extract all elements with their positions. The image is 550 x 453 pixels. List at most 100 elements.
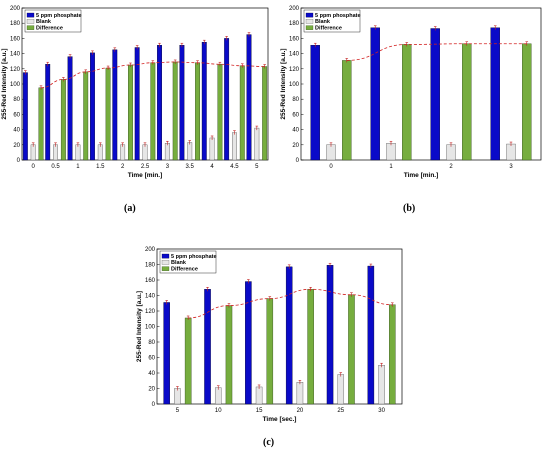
- bar-blank: [506, 143, 516, 161]
- bar-difference: [239, 65, 245, 161]
- bar-difference: [83, 71, 89, 161]
- y-tick-label: 80: [13, 97, 20, 103]
- bar-difference: [342, 60, 352, 161]
- bar-blank: [75, 144, 81, 161]
- bar-blank: [164, 143, 170, 161]
- bar-blank: [378, 365, 385, 405]
- bar-blank: [296, 382, 304, 405]
- bar-phosphate: [45, 64, 51, 161]
- bar-blank: [255, 386, 263, 405]
- y-tick-label: 20: [13, 143, 20, 149]
- bar-blank: [53, 144, 58, 161]
- bar-difference: [225, 305, 233, 405]
- y-tick-label: 100: [289, 82, 300, 88]
- legend-entry: 5 ppm phosphate: [171, 254, 217, 260]
- bar-difference: [348, 294, 355, 405]
- x-tick-label: 20: [297, 408, 304, 414]
- x-tick-label: 2: [121, 164, 125, 170]
- bar-difference: [217, 64, 223, 161]
- legend-swatch: [305, 19, 314, 24]
- bar-difference: [262, 66, 268, 161]
- legend-box: [303, 9, 361, 33]
- bar-blank: [97, 144, 103, 161]
- bar-blank: [120, 144, 126, 161]
- bar-blank: [187, 142, 193, 161]
- bar-difference: [307, 289, 314, 405]
- bar-phosphate: [204, 289, 211, 405]
- y-tick-label: 20: [292, 143, 299, 149]
- legend-box: [159, 250, 217, 274]
- bar-difference: [172, 61, 178, 161]
- bar-blank: [232, 132, 237, 161]
- bar-difference: [266, 298, 274, 405]
- legend-entry: 5 ppm phosphate: [315, 13, 361, 19]
- y-tick-label: 20: [148, 387, 155, 393]
- caption-c: (c): [263, 437, 275, 448]
- y-tick-label: 160: [10, 36, 21, 42]
- x-tick-label: 3: [509, 164, 513, 170]
- legend-swatch: [26, 25, 35, 30]
- bar-blank: [214, 387, 222, 405]
- y-tick-label: 0: [152, 402, 156, 408]
- bar-difference: [195, 62, 200, 161]
- y-axis-label: 255-Red Intensity [a.u.]: [136, 291, 143, 362]
- legend-box: [24, 9, 82, 33]
- x-tick-label: 4.5: [230, 164, 239, 170]
- x-tick-label: 1: [76, 164, 80, 170]
- legend-swatch: [161, 266, 170, 271]
- y-tick-label: 0: [296, 158, 300, 164]
- y-tick-label: 40: [148, 371, 155, 377]
- x-axis-label: Time [sec.]: [263, 416, 297, 423]
- y-tick-label: 200: [10, 6, 21, 12]
- y-tick-label: 180: [10, 21, 21, 27]
- legend-swatch: [161, 253, 170, 259]
- legend-entry: Difference: [315, 25, 342, 31]
- y-tick-label: 80: [292, 97, 299, 103]
- x-tick-label: 3: [166, 164, 170, 170]
- x-tick-label: 0: [329, 164, 333, 170]
- bar-blank: [30, 144, 36, 161]
- bar-blank: [254, 127, 260, 161]
- y-axis-label: 255-Red Intensity [a.u.]: [1, 48, 8, 119]
- bar-phosphate: [370, 27, 380, 161]
- trend-line-difference: [41, 61, 265, 89]
- x-tick-label: 15: [256, 408, 263, 414]
- y-tick-label: 140: [10, 52, 21, 58]
- bar-difference: [128, 64, 133, 161]
- x-tick-label: 0: [32, 164, 36, 170]
- bar-phosphate: [285, 266, 293, 405]
- legend-swatch: [305, 12, 314, 18]
- bar-difference: [38, 87, 44, 161]
- y-tick-label: 60: [148, 356, 155, 362]
- y-tick-label: 60: [13, 112, 20, 118]
- bar-phosphate: [367, 265, 375, 405]
- bar-difference: [60, 79, 66, 161]
- y-tick-label: 60: [292, 112, 299, 118]
- bar-blank: [337, 374, 345, 405]
- legend-entry: Blank: [315, 19, 331, 25]
- bar-blank: [142, 144, 148, 161]
- bar-blank: [209, 137, 215, 161]
- x-tick-label: 5: [255, 164, 259, 170]
- x-tick-label: 30: [378, 408, 385, 414]
- y-tick-label: 160: [145, 278, 156, 284]
- legend-entry: Blank: [36, 19, 52, 25]
- bar-blank: [174, 388, 181, 405]
- y-tick-label: 140: [145, 294, 156, 300]
- y-tick-label: 100: [10, 82, 21, 88]
- bar-difference: [105, 67, 111, 161]
- bar-difference: [402, 44, 412, 161]
- x-tick-label: 10: [215, 408, 222, 414]
- bar-phosphate: [246, 34, 252, 161]
- bar-phosphate: [22, 72, 28, 161]
- y-tick-label: 120: [10, 67, 21, 73]
- x-tick-label: 5: [176, 408, 180, 414]
- y-tick-label: 160: [289, 36, 300, 42]
- y-tick-label: 200: [145, 247, 156, 253]
- legend-entry: 5 ppm phosphate: [36, 13, 82, 19]
- bar-phosphate: [163, 302, 170, 405]
- x-tick-label: 3.5: [186, 164, 195, 170]
